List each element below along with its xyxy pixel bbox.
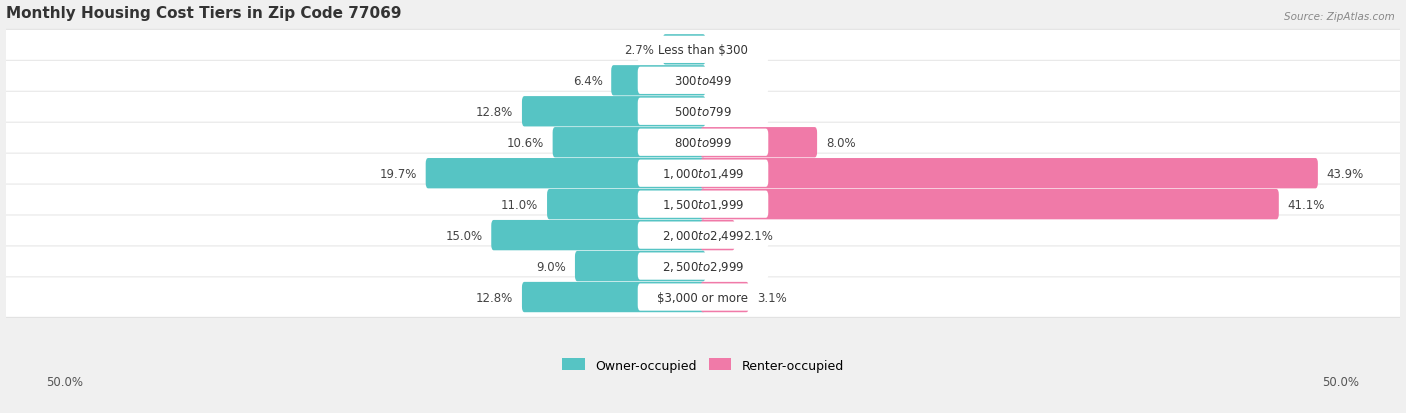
FancyBboxPatch shape (3, 216, 1403, 256)
Text: 9.0%: 9.0% (537, 260, 567, 273)
FancyBboxPatch shape (3, 61, 1403, 101)
Text: 2.7%: 2.7% (624, 44, 654, 57)
FancyBboxPatch shape (638, 129, 768, 157)
Text: $2,500 to $2,999: $2,500 to $2,999 (662, 259, 744, 273)
FancyBboxPatch shape (700, 190, 1279, 220)
Text: 10.6%: 10.6% (506, 136, 544, 150)
FancyBboxPatch shape (700, 221, 735, 251)
FancyBboxPatch shape (700, 282, 749, 313)
FancyBboxPatch shape (547, 190, 706, 220)
FancyBboxPatch shape (522, 282, 706, 313)
Text: Monthly Housing Cost Tiers in Zip Code 77069: Monthly Housing Cost Tiers in Zip Code 7… (6, 5, 401, 21)
Text: 43.9%: 43.9% (1326, 167, 1364, 180)
FancyBboxPatch shape (700, 159, 1317, 189)
FancyBboxPatch shape (638, 67, 768, 95)
FancyBboxPatch shape (3, 154, 1403, 194)
FancyBboxPatch shape (3, 277, 1403, 318)
Text: 50.0%: 50.0% (46, 375, 83, 388)
Text: $3,000 or more: $3,000 or more (658, 291, 748, 304)
FancyBboxPatch shape (612, 66, 706, 96)
FancyBboxPatch shape (638, 98, 768, 126)
FancyBboxPatch shape (638, 284, 768, 311)
Text: 11.0%: 11.0% (501, 198, 538, 211)
Text: 12.8%: 12.8% (477, 105, 513, 119)
FancyBboxPatch shape (3, 185, 1403, 225)
Text: $1,000 to $1,499: $1,000 to $1,499 (662, 167, 744, 181)
FancyBboxPatch shape (638, 37, 768, 64)
FancyBboxPatch shape (3, 123, 1403, 163)
Text: 8.0%: 8.0% (825, 136, 855, 150)
Text: 50.0%: 50.0% (1323, 375, 1360, 388)
Text: 19.7%: 19.7% (380, 167, 418, 180)
Text: 15.0%: 15.0% (446, 229, 482, 242)
Text: 2.1%: 2.1% (744, 229, 773, 242)
FancyBboxPatch shape (638, 160, 768, 188)
Text: 6.4%: 6.4% (572, 75, 603, 88)
Text: 3.1%: 3.1% (758, 291, 787, 304)
FancyBboxPatch shape (553, 128, 706, 158)
FancyBboxPatch shape (638, 253, 768, 280)
FancyBboxPatch shape (491, 221, 706, 251)
FancyBboxPatch shape (638, 222, 768, 249)
Text: $300 to $499: $300 to $499 (673, 75, 733, 88)
FancyBboxPatch shape (575, 251, 706, 282)
Text: $1,500 to $1,999: $1,500 to $1,999 (662, 198, 744, 211)
FancyBboxPatch shape (700, 128, 817, 158)
FancyBboxPatch shape (3, 92, 1403, 132)
Text: $500 to $799: $500 to $799 (673, 105, 733, 119)
Text: $800 to $999: $800 to $999 (673, 136, 733, 150)
Text: 12.8%: 12.8% (477, 291, 513, 304)
FancyBboxPatch shape (3, 247, 1403, 287)
Text: Source: ZipAtlas.com: Source: ZipAtlas.com (1284, 12, 1395, 22)
FancyBboxPatch shape (662, 35, 706, 65)
Text: Less than $300: Less than $300 (658, 44, 748, 57)
Text: $2,000 to $2,499: $2,000 to $2,499 (662, 228, 744, 242)
Legend: Owner-occupied, Renter-occupied: Owner-occupied, Renter-occupied (557, 354, 849, 377)
FancyBboxPatch shape (638, 191, 768, 218)
FancyBboxPatch shape (3, 30, 1403, 70)
FancyBboxPatch shape (522, 97, 706, 127)
FancyBboxPatch shape (426, 159, 706, 189)
Text: 41.1%: 41.1% (1288, 198, 1324, 211)
